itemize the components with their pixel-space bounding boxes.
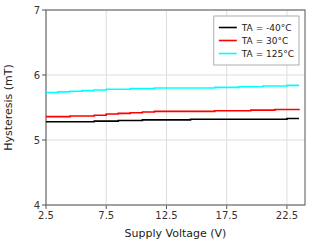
tick-mark: [42, 75, 46, 76]
chart: 2.5 7.5 12.5 17.5 22.5 4 5 6 7 Supply Voltage (V)…: [0, 0, 315, 243]
y-axis-label: Hysteresis (mT): [2, 64, 15, 151]
tick-mark: [106, 205, 107, 209]
legend-entry: TA = 125°C: [241, 49, 294, 59]
tick-label: 6: [34, 70, 40, 81]
tick-label: 7: [34, 5, 40, 16]
grid-line: [106, 10, 107, 205]
legend-entry: TA = -40°C: [241, 23, 292, 33]
series-line: [46, 109, 299, 117]
tick-label: 2.5: [38, 210, 54, 221]
series-line: [46, 85, 299, 92]
x-axis-label: Supply Voltage (V): [125, 227, 227, 240]
tick-label: 17.5: [216, 210, 238, 221]
series-group: [46, 85, 299, 121]
plot-frame: [46, 10, 305, 205]
tick-label: 5: [34, 135, 40, 146]
tick-label: 7.5: [98, 210, 114, 221]
plot-area: [46, 10, 305, 205]
legend-swatch: [219, 40, 237, 42]
grid-line: [166, 10, 167, 205]
tick-label: 4: [34, 200, 40, 211]
tick-mark: [42, 205, 46, 206]
tick-label: 12.5: [155, 210, 177, 221]
axes: 2.5 7.5 12.5 17.5 22.5 4 5 6 7: [34, 5, 305, 222]
tick-mark: [42, 140, 46, 141]
tick-mark: [286, 205, 287, 209]
tick-mark: [46, 205, 47, 209]
tick-mark: [226, 205, 227, 209]
series-line: [46, 119, 299, 122]
legend-swatch: [219, 27, 237, 29]
legend-entry: TA = 30°C: [241, 36, 288, 46]
legend-swatch: [219, 53, 237, 55]
tick-mark: [42, 10, 46, 11]
grid-line: [46, 140, 305, 141]
tick-label: 22.5: [276, 210, 298, 221]
legend-frame: [214, 16, 299, 65]
tick-mark: [166, 205, 167, 209]
grid-line: [46, 75, 305, 76]
legend: TA = -40°C TA = 30°C TA = 125°C: [214, 16, 299, 65]
